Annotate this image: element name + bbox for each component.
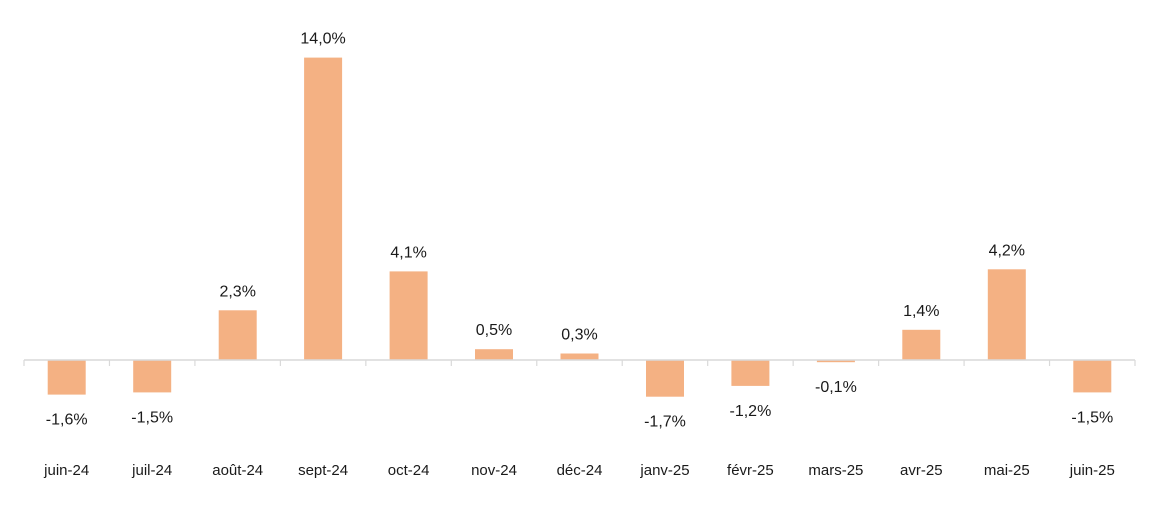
x-tick-label: juil-24	[131, 462, 172, 479]
data-label: 4,2%	[989, 242, 1025, 259]
data-label: -1,6%	[46, 412, 88, 429]
data-label: -1,5%	[1071, 409, 1113, 426]
x-tick-label: janv-25	[639, 462, 689, 479]
data-label: 4,1%	[390, 244, 426, 261]
data-label: 0,5%	[476, 322, 512, 339]
bar-mars-25	[816, 360, 855, 363]
bar-janv-25	[646, 360, 684, 397]
data-label: -1,7%	[644, 414, 686, 431]
x-tick-label: déc-24	[557, 462, 603, 479]
data-label: -0,1%	[815, 379, 857, 396]
data-label: -1,5%	[131, 409, 173, 426]
bar-déc-24	[560, 353, 599, 360]
data-labels-group: -1,6% -1,5% 2,3% 14,0% 4,1% 0,5% 0,3% -1,7% -1,2…	[46, 31, 1113, 431]
bar-juin-24	[47, 360, 86, 395]
data-label: 1,4%	[903, 303, 939, 320]
bar-juil-24	[133, 360, 172, 393]
x-tick-label: févr-25	[727, 462, 774, 479]
x-tick-label: juin-24	[43, 462, 89, 479]
x-tick-label: sept-24	[298, 462, 348, 479]
bar-oct-24	[389, 271, 428, 360]
data-label: 14,0%	[300, 31, 345, 48]
bar-févr-25	[731, 360, 770, 386]
bar-avr-25	[902, 329, 941, 360]
data-label: 2,3%	[219, 283, 255, 300]
x-tick-label: août-24	[212, 462, 263, 479]
x-tick-label: juin-25	[1069, 462, 1115, 479]
bar-juin-25	[1073, 360, 1112, 393]
bars-group	[47, 57, 1112, 397]
x-tick-label: nov-24	[471, 462, 517, 479]
x-tick-label: oct-24	[388, 462, 430, 479]
bar-août-24	[218, 310, 257, 360]
x-axis	[23, 359, 1136, 366]
data-label: 0,3%	[561, 327, 597, 344]
data-label: -1,2%	[730, 403, 772, 420]
x-tick-label: avr-25	[900, 462, 943, 479]
x-tick-label: mars-25	[808, 462, 863, 479]
x-tick-label: mai-25	[984, 462, 1030, 479]
tick-labels-group: juin-24 juil-24 août-24 sept-24 oct-24 nov-24…	[43, 462, 1115, 479]
bar-sept-24	[304, 57, 343, 360]
bar-mai-25	[987, 269, 1026, 360]
bar-nov-24	[475, 349, 513, 360]
